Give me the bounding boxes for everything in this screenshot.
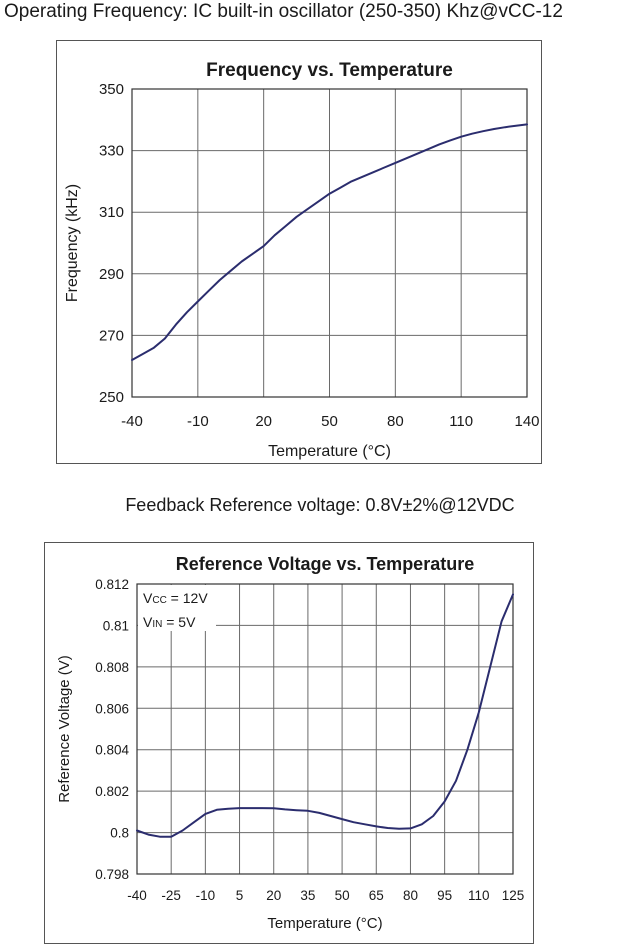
y-tick-label: 290 — [99, 266, 124, 283]
x-tick-label: 80 — [387, 413, 404, 430]
plot-frame — [131, 88, 528, 398]
y-tick-label: 0.802 — [95, 784, 129, 799]
chart-title: Frequency vs. Temperature — [206, 60, 453, 81]
x-tick-label: -40 — [127, 888, 147, 903]
annotation-text: VIN = 5V — [143, 614, 196, 630]
reference-voltage-chart-panel: Reference Voltage vs. Temperature -40 -25-… — [44, 542, 534, 944]
y-axis-label: Reference Voltage (V) — [56, 655, 73, 803]
x-tick-label: 95 — [437, 888, 452, 903]
operating-frequency-caption: Operating Frequency: IC built-in oscilla… — [4, 1, 563, 22]
y-axis-label: Frequency (kHz) — [64, 184, 81, 302]
y-tick-label: 0.798 — [95, 867, 129, 882]
data-series-line — [136, 593, 514, 838]
y-tick-label: 330 — [99, 143, 124, 160]
y-tick-label: 0.804 — [95, 743, 129, 758]
x-tick-label: 125 — [502, 888, 525, 903]
x-tick-label: 5 — [236, 888, 244, 903]
x-tick-label: 140 — [514, 413, 539, 430]
y-tick-label: 310 — [99, 204, 124, 221]
x-tick-label: 110 — [468, 888, 490, 903]
x-tick-label: -25 — [161, 888, 181, 903]
annotation-subscript: CC — [152, 595, 166, 606]
data-series-line — [131, 123, 528, 361]
annotation-value: = 5V — [162, 614, 196, 630]
y-tick-label: 250 — [99, 389, 124, 406]
y-tick-label: 0.808 — [95, 660, 129, 675]
y-tick-label: 0.812 — [95, 577, 129, 592]
y-tick-label: 0.81 — [103, 618, 129, 633]
y-tick-label: 0.806 — [95, 701, 129, 716]
annotation-subscript: IN — [152, 619, 162, 630]
x-tick-label: 80 — [403, 888, 418, 903]
x-tick-label: 65 — [369, 888, 384, 903]
x-tick-label: -40 — [121, 413, 143, 430]
x-tick-label: 50 — [335, 888, 350, 903]
x-tick-label: 35 — [300, 888, 315, 903]
annotation-box — [138, 585, 216, 631]
y-tick-label: 270 — [99, 327, 124, 344]
reference-voltage-vs-temperature-chart: Reference Voltage vs. Temperature -40 -25-… — [56, 554, 525, 932]
x-axis-label: Temperature (°C) — [268, 443, 391, 460]
chart-title: Reference Voltage vs. Temperature — [176, 554, 474, 574]
x-tick-label: -10 — [187, 413, 209, 430]
annotation-text: VCC = 12V — [143, 590, 208, 606]
x-tick-label: 50 — [321, 413, 338, 430]
y-tick-label: 0.8 — [110, 826, 129, 841]
feedback-reference-caption: Feedback Reference voltage: 0.8V±2%@12VD… — [125, 495, 515, 515]
x-tick-label: -10 — [196, 888, 216, 903]
x-tick-label: 110 — [449, 413, 473, 430]
x-tick-label: 20 — [255, 413, 272, 430]
annotation-main: V — [143, 614, 153, 630]
x-tick-label: 20 — [266, 888, 281, 903]
plot-frame — [136, 583, 514, 875]
annotation-value: = 12V — [167, 590, 209, 606]
y-tick-label: 350 — [99, 81, 124, 98]
annotation-main: V — [143, 590, 153, 606]
x-axis-label: Temperature (°C) — [267, 915, 382, 932]
frequency-chart-panel: Frequency vs. Temperature -40 -10 20 50 80 110… — [56, 40, 542, 464]
frequency-vs-temperature-chart: Frequency vs. Temperature -40 -10 20 50 80 110… — [64, 60, 540, 460]
